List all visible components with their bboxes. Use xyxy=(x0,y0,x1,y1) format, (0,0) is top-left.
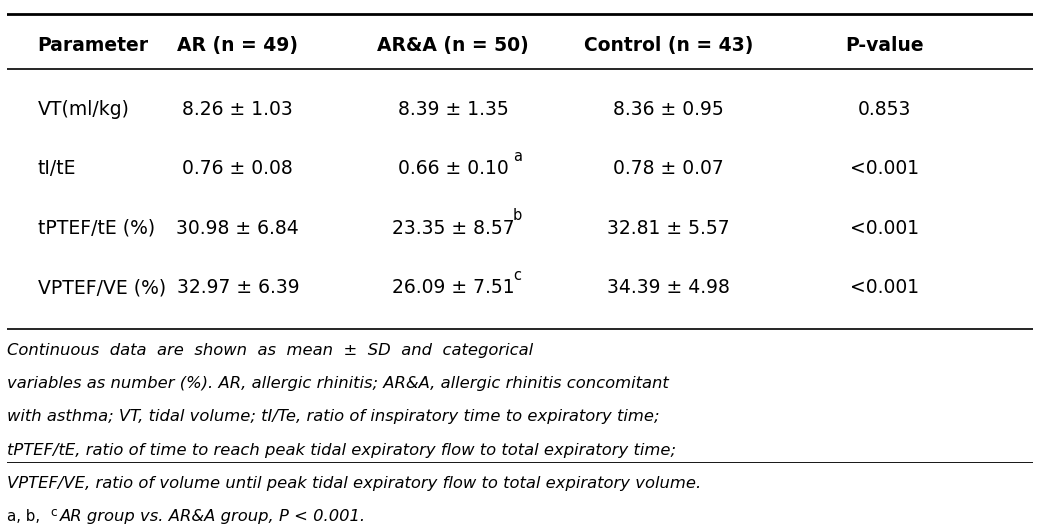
Text: c: c xyxy=(50,507,57,520)
Text: VPTEF/VE (%): VPTEF/VE (%) xyxy=(37,278,165,297)
Text: VPTEF/VE, ratio of volume until peak tidal expiratory flow to total expiratory v: VPTEF/VE, ratio of volume until peak tid… xyxy=(7,476,701,491)
Text: 0.78 ± 0.07: 0.78 ± 0.07 xyxy=(614,160,724,178)
Text: tPTEF/tE (%): tPTEF/tE (%) xyxy=(37,219,155,238)
Text: tPTEF/tE, ratio of time to reach peak tidal expiratory flow to total expiratory : tPTEF/tE, ratio of time to reach peak ti… xyxy=(7,443,676,457)
Text: <0.001: <0.001 xyxy=(850,219,918,238)
Text: 0.76 ± 0.08: 0.76 ± 0.08 xyxy=(182,160,293,178)
Text: variables as number (%). AR, allergic rhinitis; AR&A, allergic rhinitis concomit: variables as number (%). AR, allergic rh… xyxy=(7,376,669,391)
Text: 30.98 ± 6.84: 30.98 ± 6.84 xyxy=(177,219,300,238)
Text: Parameter: Parameter xyxy=(37,36,149,55)
Text: 0.853: 0.853 xyxy=(858,100,911,119)
Text: 34.39 ± 4.98: 34.39 ± 4.98 xyxy=(607,278,730,297)
Text: 23.35 ± 8.57: 23.35 ± 8.57 xyxy=(392,219,515,238)
Text: <0.001: <0.001 xyxy=(850,278,918,297)
Text: with asthma; VT, tidal volume; tI/Te, ratio of inspiratory time to expiratory ti: with asthma; VT, tidal volume; tI/Te, ra… xyxy=(7,409,659,424)
Text: 8.39 ± 1.35: 8.39 ± 1.35 xyxy=(398,100,509,119)
Text: 8.36 ± 0.95: 8.36 ± 0.95 xyxy=(614,100,724,119)
Text: 8.26 ± 1.03: 8.26 ± 1.03 xyxy=(182,100,293,119)
Text: <0.001: <0.001 xyxy=(850,160,918,178)
Text: 32.97 ± 6.39: 32.97 ± 6.39 xyxy=(177,278,300,297)
Text: a: a xyxy=(513,149,522,164)
Text: 0.66 ± 0.10: 0.66 ± 0.10 xyxy=(398,160,509,178)
Text: tI/tE: tI/tE xyxy=(37,160,76,178)
Text: AR&A (n = 50): AR&A (n = 50) xyxy=(378,36,529,55)
Text: a, b,: a, b, xyxy=(7,509,45,524)
Text: AR group vs. AR&A group, P < 0.001.: AR group vs. AR&A group, P < 0.001. xyxy=(60,509,366,524)
Text: 26.09 ± 7.51: 26.09 ± 7.51 xyxy=(392,278,515,297)
Text: Control (n = 43): Control (n = 43) xyxy=(584,36,753,55)
Text: b: b xyxy=(513,208,522,224)
Text: c: c xyxy=(513,268,521,283)
Text: AR (n = 49): AR (n = 49) xyxy=(177,36,298,55)
Text: 32.81 ± 5.57: 32.81 ± 5.57 xyxy=(607,219,730,238)
Text: VT(ml/kg): VT(ml/kg) xyxy=(37,100,130,119)
Text: P-value: P-value xyxy=(844,36,924,55)
Text: Continuous  data  are  shown  as  mean  ±  SD  and  categorical: Continuous data are shown as mean ± SD a… xyxy=(7,343,534,358)
